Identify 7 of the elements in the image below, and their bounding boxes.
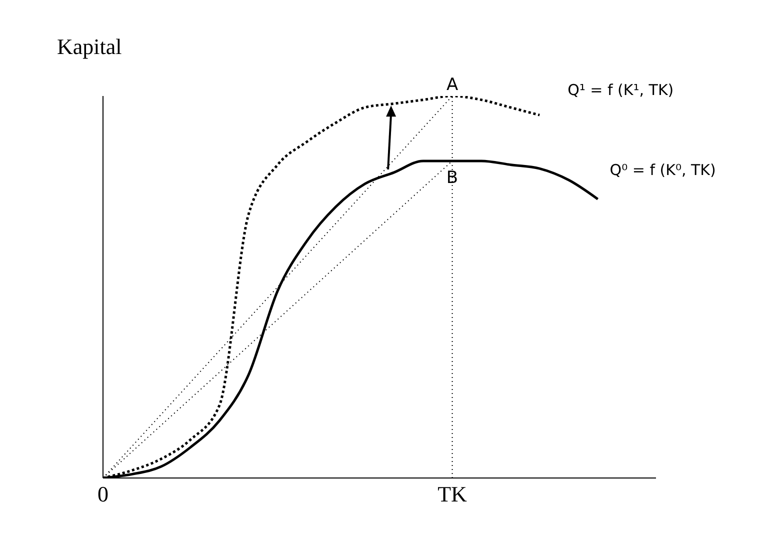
- annotation: A: [446, 75, 458, 95]
- text: Q¹ = f (K¹, TK): [568, 81, 674, 100]
- series-label: Q⁰ = f (K⁰, TK): [610, 161, 716, 180]
- x-tick-label: TK: [438, 482, 468, 507]
- x-tick-label: 0: [98, 482, 108, 507]
- annotation: B: [446, 168, 458, 188]
- y-axis-title: Kapital: [57, 34, 122, 60]
